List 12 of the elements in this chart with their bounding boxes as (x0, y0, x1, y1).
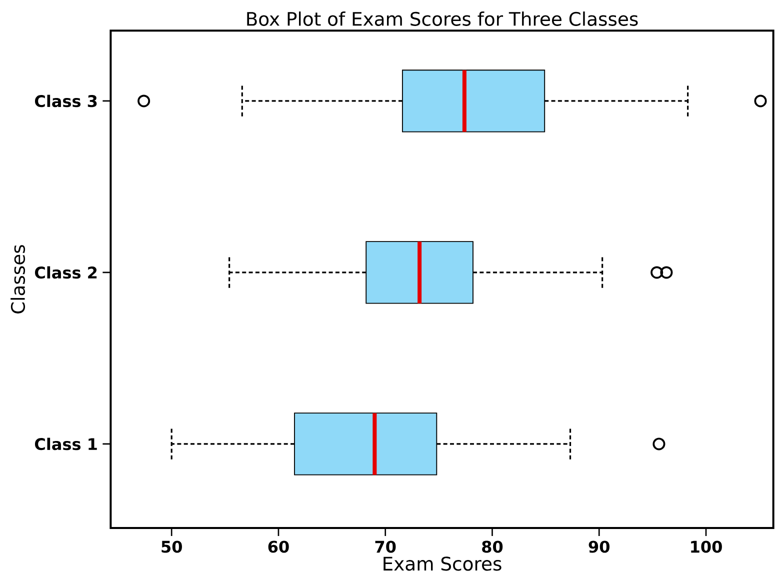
x-tick-label: 50 (162, 540, 182, 553)
x-tick-label: 70 (375, 540, 396, 553)
y-axis-title: Classes (10, 245, 26, 314)
x-axis-title: Exam Scores (384, 556, 502, 571)
y-tick-label: Class 2 (34, 266, 97, 279)
x-tick-label: 80 (482, 540, 503, 553)
x-tick-label: 100 (691, 540, 722, 553)
chart-title: Box Plot of Exam Scores for Three Classes (247, 12, 638, 26)
x-tick-label: 90 (588, 540, 610, 553)
x-tick-label: 60 (268, 540, 289, 553)
y-tick-label: Class 1 (34, 438, 97, 450)
y-tick-label: Class 3 (34, 94, 97, 108)
